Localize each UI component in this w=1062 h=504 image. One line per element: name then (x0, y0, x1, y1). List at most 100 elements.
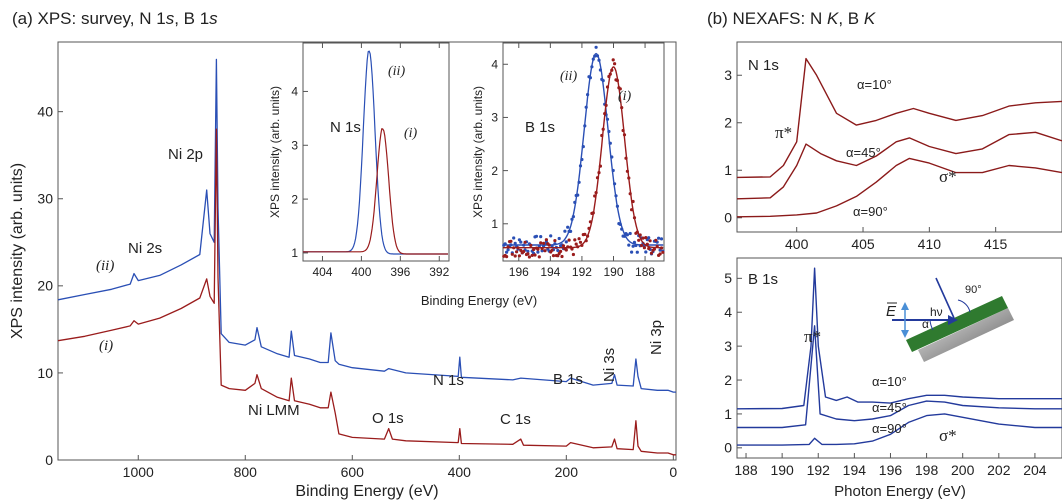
inset-b1s-y-ticks: 1 2 3 4 (491, 57, 508, 231)
nexafs-n1s-y-tick-label: 1 (724, 162, 732, 178)
nexafs-b1s-line-1 (737, 325, 1062, 429)
inset-n1s-series (303, 50, 448, 255)
e-vector-down (901, 330, 909, 338)
inset-b1s-point-i (637, 238, 641, 242)
inset-b1s-point-i (559, 249, 563, 253)
nexafs-b1s-a90: α=90° (872, 421, 907, 436)
inset-b1s-point-i (547, 243, 551, 247)
inset-b1s-x-tick-label: 194 (540, 265, 560, 279)
survey-x-label: Binding Energy (eV) (295, 483, 438, 500)
inset-b1s-y-tick-label: 4 (491, 57, 498, 71)
inset-b1s-frame (502, 42, 665, 262)
inset-b1s-point-ii (556, 248, 560, 253)
inset-b1s-ii: (ii) (560, 69, 577, 84)
inset-b1s-point-i (661, 250, 665, 254)
inset-b1s-point-i (539, 241, 543, 245)
inset-b1s-point-i (571, 252, 576, 257)
inset-b1s-point-i (564, 248, 568, 252)
annot-ni2s: Ni 2s (128, 240, 162, 257)
inset-b1s-y-label: XPS intensity (arb. units) (471, 86, 485, 218)
geometry-schematic: E hν α 90° (886, 277, 1014, 362)
inset-b1s-point-i (573, 238, 577, 242)
inset-b1s-point-ii (647, 236, 651, 240)
inset-b1s-point-i (513, 254, 517, 258)
inset-n1s-x-tick-label: 396 (390, 265, 410, 279)
nexafs-b1s-pi: π* (804, 327, 821, 346)
nexafs-b1s-a45: α=45° (872, 400, 907, 415)
nexafs-b1s-line-0 (736, 267, 1062, 410)
inset-b1s-label: B 1s (525, 119, 555, 136)
nexafs-x-label: Photon Energy (eV) (834, 483, 966, 500)
nexafs-b1s-y-ticks: 0 1 2 3 4 5 (724, 270, 742, 456)
inset-b1s-point-i (532, 247, 536, 252)
nexafs-n1s-line-2 (736, 157, 1062, 218)
inset-b1s-x-tick-label: 192 (572, 265, 592, 279)
nexafs-b1s-x-tick-label: 200 (951, 462, 975, 478)
survey-y-tick-label: 30 (37, 191, 53, 207)
inset-b1s-point-i (523, 240, 527, 244)
survey-x-tick-label: 200 (555, 464, 579, 480)
inset-b1s-point-i (533, 253, 537, 257)
inset-b1s-series (502, 45, 665, 259)
nexafs-b1s-label: B 1s (748, 271, 778, 288)
inset-b1s-point-i (561, 244, 566, 248)
inset-b1s-y-tick-label: 1 (491, 217, 498, 231)
ninety-label: 90° (965, 284, 982, 296)
survey-y-tick-label: 10 (37, 365, 53, 381)
nexafs-b1s-y-tick-label: 1 (724, 406, 732, 422)
survey-x-tick-label: 600 (341, 464, 365, 480)
inset-b1s-point-i (613, 62, 617, 66)
nexafs-n1s-x-tick-label: 405 (851, 236, 875, 252)
inset-n1s-i: (i) (404, 126, 418, 141)
nexafs-b1s-x-tick-label: 192 (807, 462, 831, 478)
nexafs-n1s-label: N 1s (748, 57, 779, 74)
surface-normal (935, 277, 955, 319)
inset-b1s-point-i (567, 238, 571, 242)
nexafs-b1s-frame (736, 257, 1062, 459)
nexafs-b1s-y-tick-label: 3 (724, 338, 732, 354)
inset-b1s-point-i (648, 239, 652, 243)
nexafs-n1s-pi: π* (775, 123, 792, 142)
inset-b1s-point-ii (644, 250, 648, 254)
annot-ii-survey: (ii) (96, 258, 114, 274)
nexafs-n1s-y-tick-label: 2 (724, 115, 732, 131)
survey-x-tick-label: 0 (669, 464, 677, 480)
inset-b1s-point-ii (517, 238, 522, 242)
inset-b1s-point-i (574, 242, 578, 246)
inset-b1s-point-i (543, 249, 547, 253)
nexafs-n1s-line-0 (736, 57, 1062, 179)
sample-slab (918, 308, 1014, 362)
inset-b1s-point-ii (512, 236, 516, 240)
nexafs-n1s-series (736, 57, 1062, 218)
inset-b1s-point-ii (536, 250, 540, 254)
nexafs-b1s-x-tick-label: 202 (987, 462, 1011, 478)
nexafs-n1s-x-tick-label: 410 (918, 236, 942, 252)
inset-n1s-y-tick-label: 2 (291, 192, 298, 206)
nexafs-n1s-y-tick-label: 0 (724, 210, 732, 226)
inset-b1s-x-ticks: 196 194 192 190 188 (509, 43, 655, 279)
inset-n1s-x-tick-label: 404 (312, 265, 332, 279)
annot-ni2p: Ni 2p (168, 146, 203, 163)
nexafs-n1s-a45: α=45° (846, 145, 881, 160)
inset-b1s-point-ii (659, 237, 664, 241)
inset-n1s-line-i (303, 128, 448, 255)
nexafs-b1s-line-2 (737, 413, 1062, 446)
inset-b1s-point-i (611, 58, 615, 62)
annot-i-survey: (i) (99, 338, 113, 354)
inset-b1s-point-i (649, 251, 654, 255)
inset-b1s-point-ii (630, 250, 634, 254)
nexafs-n1s-sigma: σ* (939, 167, 957, 186)
e-vector-label: E (886, 303, 897, 320)
nexafs-n1s-line-1 (736, 131, 1062, 200)
inset-b1s-point-ii (549, 234, 553, 238)
nexafs-n1s-a10: α=10° (857, 77, 892, 92)
inset-b1s-point-ii (566, 225, 570, 229)
survey-plot-frame (57, 41, 677, 461)
inset-b1s-point-ii (534, 234, 539, 238)
inset-n1s-y-label: XPS intensity (arb. units) (268, 86, 282, 218)
inset-b1s-point-ii (526, 249, 530, 253)
inset-b1s-point-i (527, 255, 532, 259)
alpha-label: α (922, 317, 929, 331)
